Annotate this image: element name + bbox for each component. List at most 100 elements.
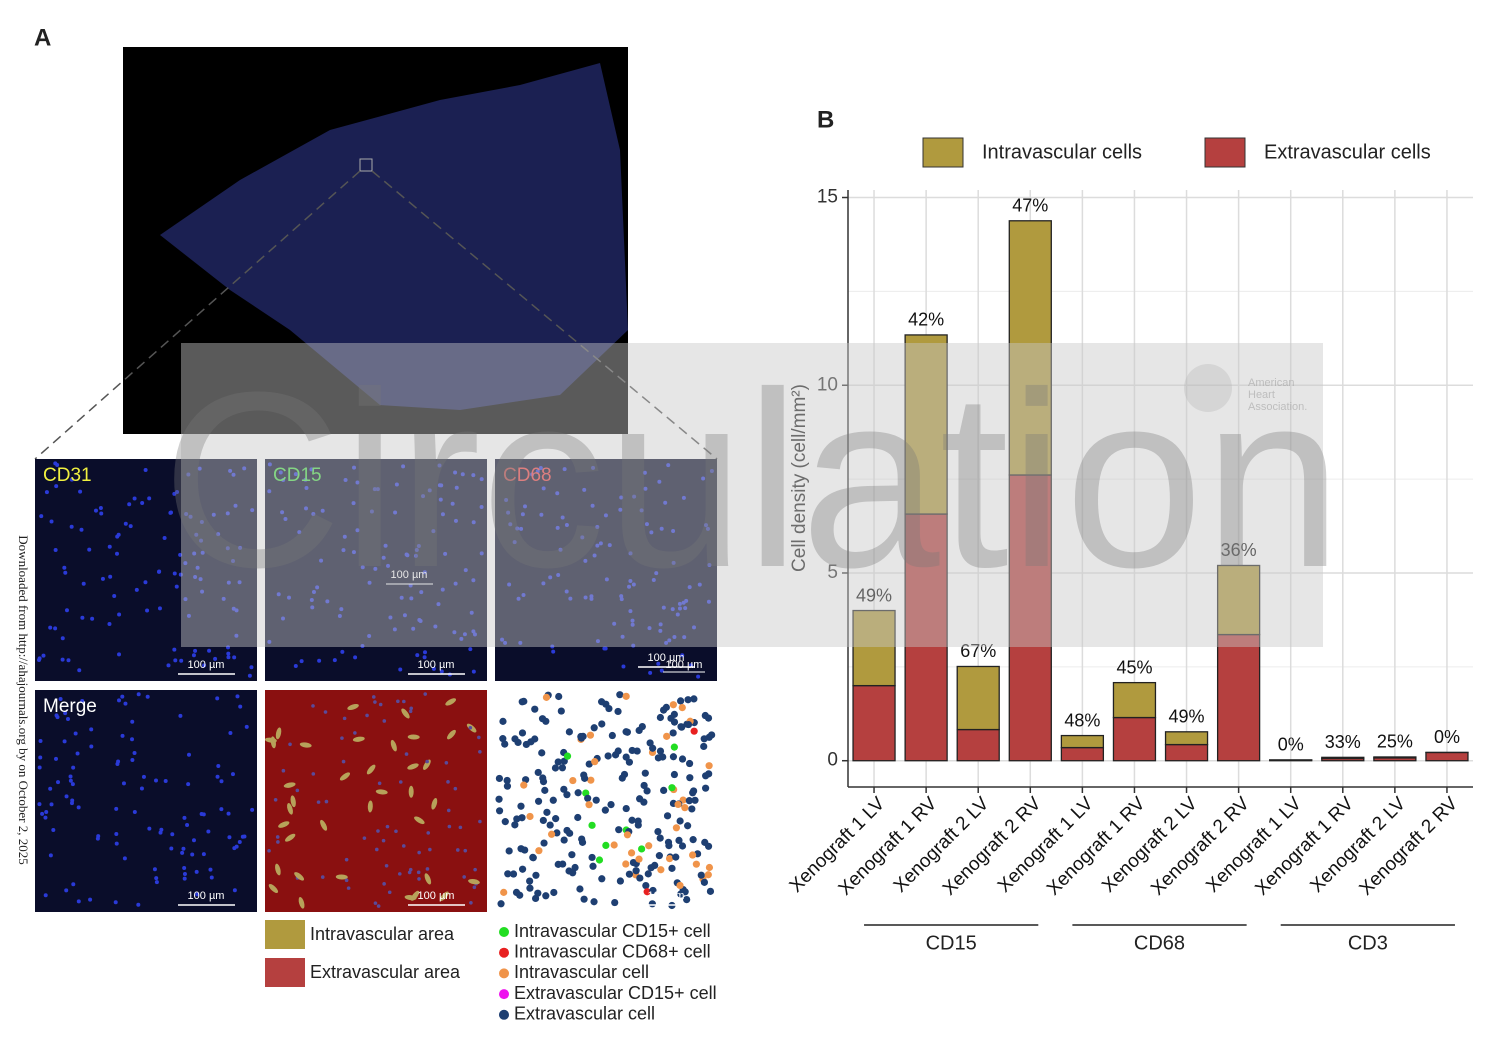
nucleus: [130, 758, 135, 763]
cell-dot: [542, 892, 550, 900]
vessel: [424, 873, 432, 885]
micrograph: [495, 459, 717, 681]
nucleus: [250, 807, 255, 812]
nucleus: [516, 596, 521, 601]
cell-dot: [585, 801, 593, 809]
watermark-logo-text: Association.: [1248, 401, 1307, 413]
nucleus: [355, 480, 360, 485]
cell-dot: [527, 738, 535, 746]
nucleus: [37, 765, 42, 770]
nucleus: [671, 529, 676, 534]
nucleus: [267, 848, 271, 853]
nucleus: [697, 582, 702, 587]
cell-dot: [654, 827, 662, 836]
cell-dot: [522, 776, 530, 784]
bar-label: 0%: [1278, 735, 1304, 755]
vessel: [320, 819, 328, 831]
nucleus: [143, 468, 148, 473]
nucleus: [115, 761, 120, 766]
nucleus: [377, 781, 382, 786]
cell-dot: [588, 821, 596, 829]
nucleus: [299, 659, 304, 664]
nucleus: [355, 528, 360, 533]
nucleus: [63, 711, 68, 716]
nucleus: [342, 534, 347, 539]
vessel: [367, 800, 373, 813]
cell-dot: [655, 852, 663, 860]
nucleus: [342, 716, 347, 721]
nucleus: [48, 786, 53, 791]
nucleus: [677, 606, 682, 611]
nucleus: [642, 470, 647, 475]
nucleus: [671, 560, 676, 565]
nucleus: [71, 765, 76, 770]
nucleus: [344, 878, 349, 883]
legend-swatch: [1204, 137, 1246, 168]
nucleus: [414, 548, 419, 553]
cell-dot: [526, 884, 534, 892]
nucleus: [408, 867, 413, 872]
nucleus: [211, 512, 216, 517]
legend-dot: [499, 947, 509, 958]
cell-dot: [538, 749, 546, 757]
legend-label: Intravascular CD68+ cell: [514, 941, 711, 961]
nucleus: [446, 808, 451, 813]
cell-dot: [551, 764, 560, 772]
bar-label: 49%: [1169, 707, 1205, 727]
nucleus: [186, 752, 191, 757]
nucleus: [446, 780, 450, 784]
nucleus: [174, 584, 179, 589]
nucleus: [659, 668, 664, 673]
cell-dot: [676, 881, 684, 890]
nucleus: [374, 847, 379, 852]
nucleus: [244, 724, 249, 729]
nucleus: [648, 670, 653, 675]
nucleus: [373, 566, 378, 571]
nucleus: [288, 742, 292, 747]
legend-swatch: [922, 137, 964, 168]
cell-dot: [520, 781, 528, 789]
scale-bar-label: 100 µm: [418, 890, 455, 902]
nucleus: [352, 465, 357, 470]
nucleus: [631, 582, 636, 587]
nucleus: [304, 486, 309, 491]
nucleus: [93, 508, 98, 513]
nucleus: [459, 636, 464, 641]
nucleus: [344, 857, 349, 862]
nucleus: [393, 510, 398, 515]
nucleus: [182, 815, 187, 820]
nucleus: [643, 486, 648, 491]
nucleus: [644, 522, 649, 527]
nucleus: [351, 550, 356, 555]
nucleus: [683, 606, 688, 611]
nucleus: [199, 538, 204, 543]
nucleus: [436, 602, 441, 607]
nucleus: [186, 613, 191, 618]
nucleus: [337, 613, 342, 618]
cell-dot: [554, 758, 562, 766]
cell-dot: [509, 870, 518, 878]
bar-label: 33%: [1325, 732, 1361, 752]
cell-dot: [503, 776, 511, 785]
nucleus: [670, 607, 675, 612]
cell-dot: [534, 889, 542, 897]
nucleus: [44, 810, 49, 815]
nucleus: [607, 543, 612, 548]
cell-dot: [632, 867, 640, 875]
cell-dot: [539, 816, 547, 825]
nucleus: [675, 612, 680, 617]
nucleus: [362, 836, 367, 840]
nucleus: [219, 779, 224, 784]
nucleus: [453, 518, 458, 523]
nucleus: [215, 696, 220, 701]
nucleus: [455, 848, 460, 852]
nucleus: [663, 500, 668, 505]
nucleus: [538, 465, 543, 470]
nucleus: [401, 844, 406, 848]
cell-dot: [601, 806, 609, 814]
nucleus: [371, 695, 376, 699]
nucleus: [360, 565, 365, 570]
scale-bar-label: 100 µm: [648, 890, 685, 902]
cell-dot: [595, 856, 604, 864]
